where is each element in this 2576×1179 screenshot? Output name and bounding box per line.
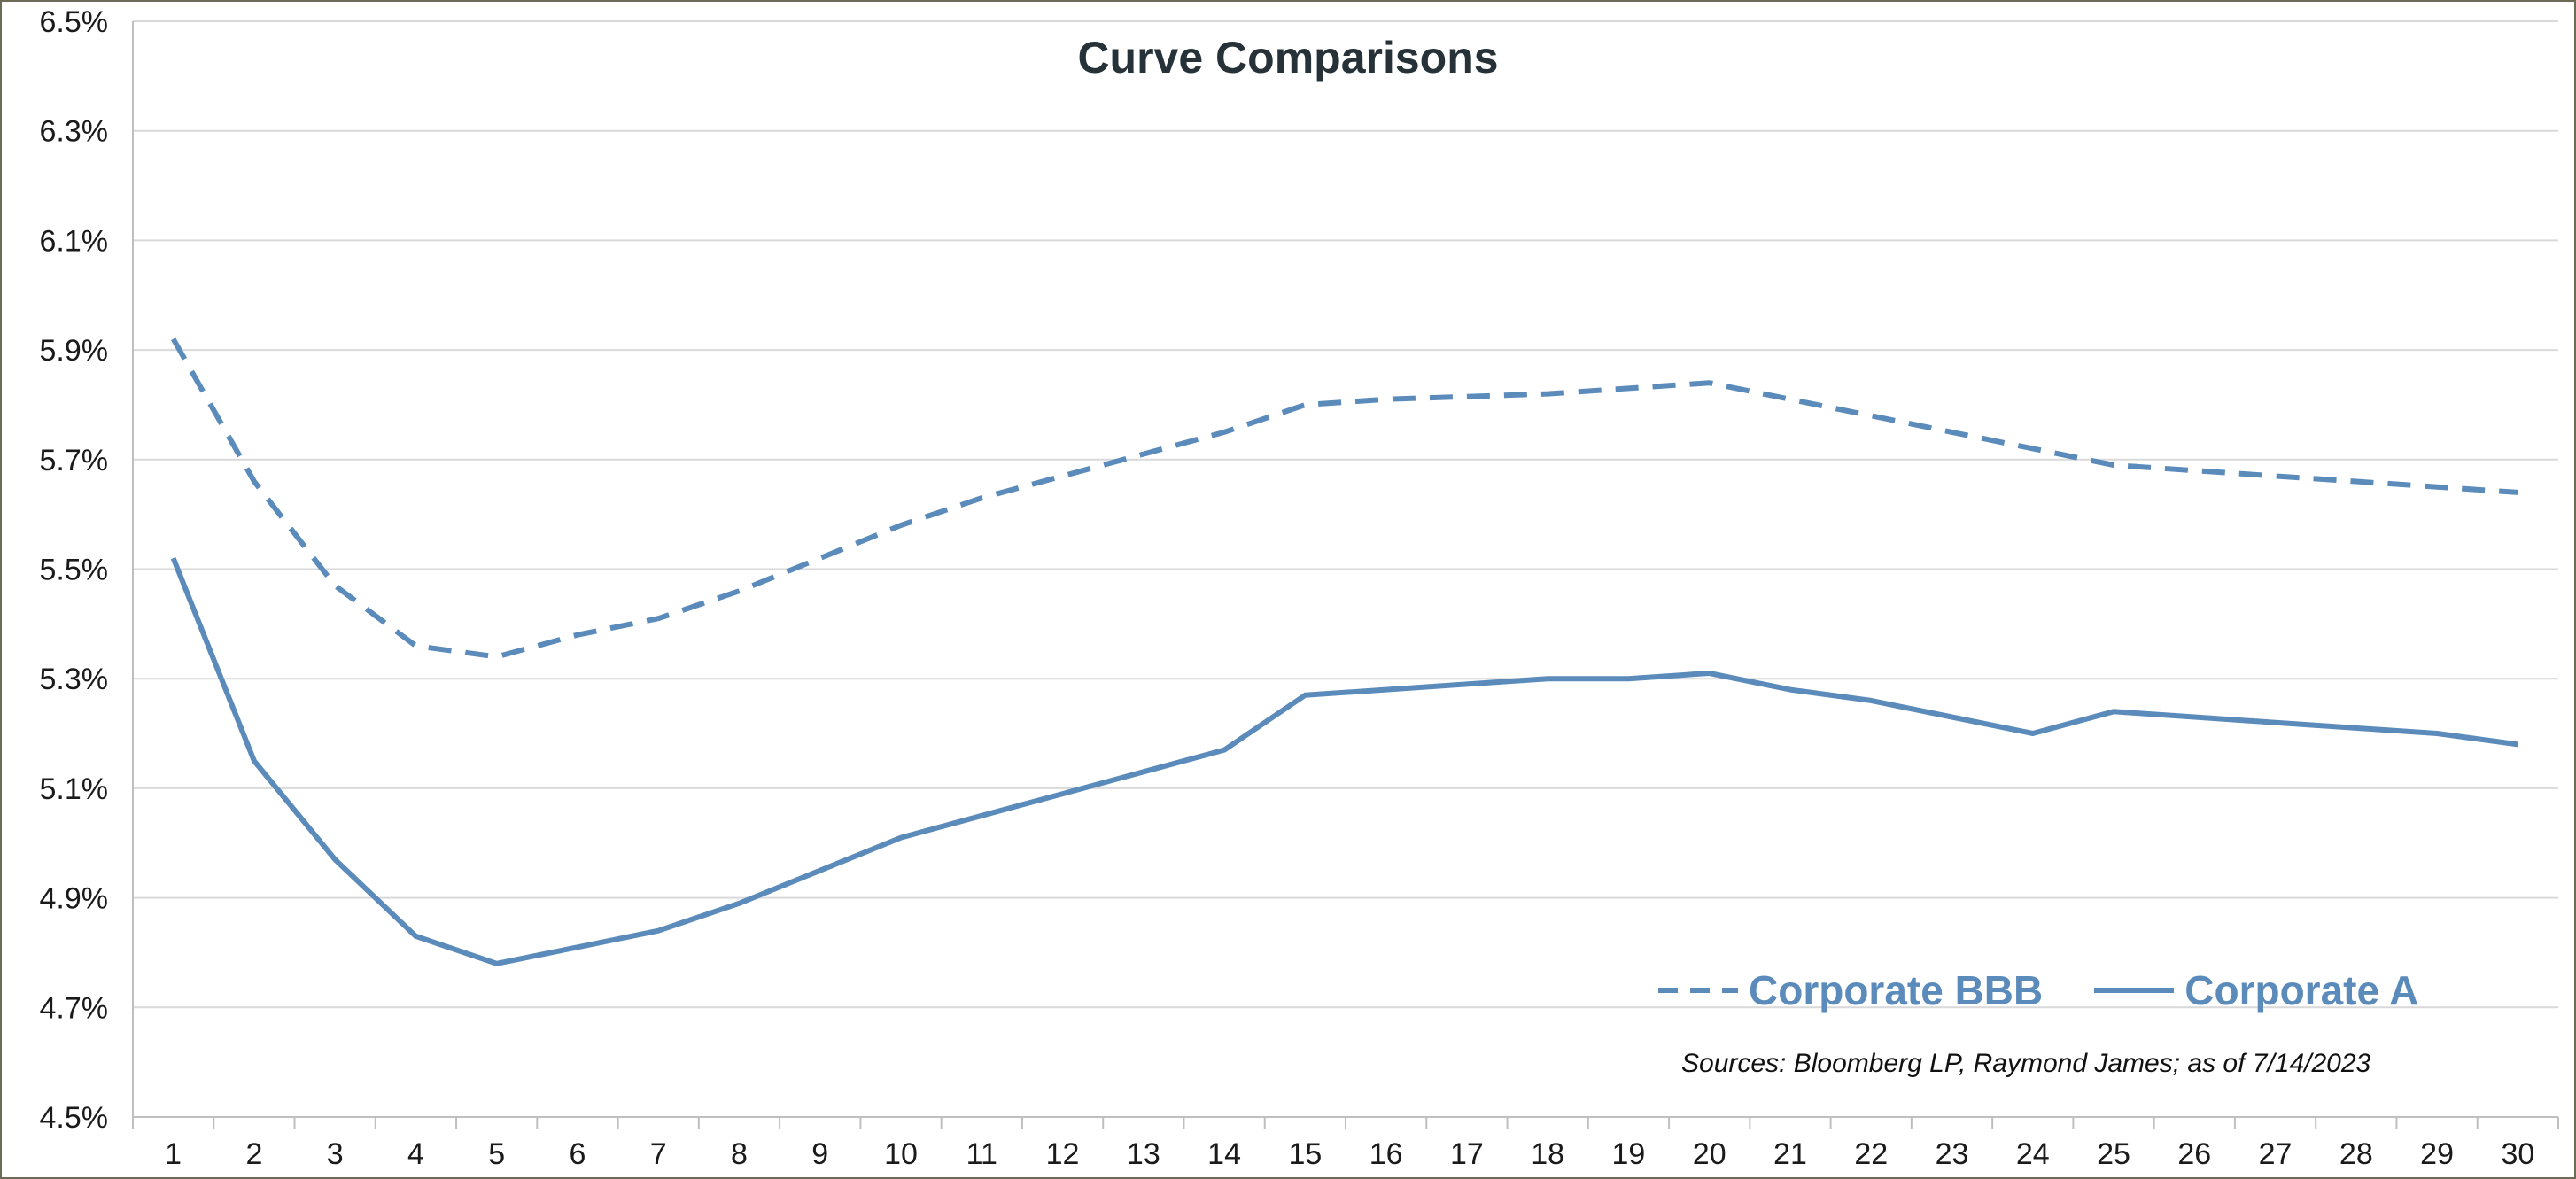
x-tick-label: 19 xyxy=(1612,1137,1646,1171)
y-tick-labels: 4.5% 4.7% 4.9% 5.1% 5.3% 5.5% 5.7% 5.9% 6.1% 6.3%… xyxy=(40,5,109,1135)
x-tick-label: 28 xyxy=(2339,1137,2373,1171)
legend-item-bbb: Corporate BBB xyxy=(1657,966,2043,1014)
legend-swatch-solid xyxy=(2094,988,2175,993)
y-tick-label: 5.1% xyxy=(40,772,109,806)
x-tick-label: 5 xyxy=(488,1137,505,1171)
legend-item-a: Corporate A xyxy=(2092,966,2418,1014)
x-tick-label: 3 xyxy=(327,1137,344,1171)
x-tick-labels: 1 2 3 4 5 6 7 8 9 10 11 12 13 14 15 16 17 18 19 20 21 22 23 24 2… xyxy=(165,1137,2534,1171)
x-tick-label: 26 xyxy=(2177,1137,2211,1171)
y-tick-label: 6.1% xyxy=(40,224,109,258)
y-tick-label: 5.3% xyxy=(40,663,109,696)
x-tick-label: 27 xyxy=(2259,1137,2293,1171)
x-tick-label: 11 xyxy=(966,1137,997,1171)
x-tick-label: 29 xyxy=(2420,1137,2454,1171)
y-tick-label: 4.5% xyxy=(40,1101,109,1135)
x-tick-label: 10 xyxy=(884,1137,918,1171)
legend-label-a: Corporate A xyxy=(2184,967,2419,1013)
y-tick-label: 4.9% xyxy=(40,882,109,916)
chart-title: Curve Comparisons xyxy=(1077,33,1499,82)
legend-swatch-dashed xyxy=(1658,988,1738,993)
x-tick-label: 18 xyxy=(1531,1137,1564,1171)
x-tick-label: 20 xyxy=(1693,1137,1726,1171)
y-tick-label: 5.5% xyxy=(40,554,109,587)
x-tick-label: 13 xyxy=(1127,1137,1160,1171)
x-tick-label: 25 xyxy=(2097,1137,2130,1171)
x-tick-label: 16 xyxy=(1369,1137,1403,1171)
series-line-corporate-bbb xyxy=(170,337,2518,660)
y-tick-label: 4.7% xyxy=(40,991,109,1025)
x-tick-label: 6 xyxy=(570,1137,586,1171)
x-tick-label: 9 xyxy=(811,1137,828,1171)
y-tick-label: 6.5% xyxy=(40,5,109,39)
y-tick-label: 5.7% xyxy=(40,444,109,477)
y-tick-label: 6.3% xyxy=(40,115,109,149)
chart-legend: Corporate BBB Corporate A xyxy=(1657,964,2468,1017)
x-tick-label: 14 xyxy=(1207,1137,1241,1171)
axes xyxy=(132,21,2559,1129)
x-tick-label: 22 xyxy=(1854,1137,1888,1171)
x-tick-label: 2 xyxy=(245,1137,262,1171)
x-tick-label: 8 xyxy=(731,1137,748,1171)
x-tick-label: 12 xyxy=(1046,1137,1080,1171)
x-tick-label: 24 xyxy=(2016,1137,2050,1171)
series-lines xyxy=(170,337,2518,966)
source-annotation: Sources: Bloomberg LP, Raymond James; as… xyxy=(1681,1049,2371,1078)
series-line-corporate-a xyxy=(170,556,2518,966)
x-tick-label: 17 xyxy=(1450,1137,1484,1171)
x-tick-label: 15 xyxy=(1288,1137,1322,1171)
x-tick-label: 23 xyxy=(1936,1137,1969,1171)
x-tick-label: 21 xyxy=(1773,1137,1807,1171)
x-tick-label: 7 xyxy=(650,1137,667,1171)
y-tick-label: 5.9% xyxy=(40,334,109,368)
x-tick-label: 30 xyxy=(2501,1137,2534,1171)
x-tick-label: 4 xyxy=(407,1137,424,1171)
legend-label-bbb: Corporate BBB xyxy=(1749,967,2044,1013)
gridlines xyxy=(133,20,2558,1009)
x-tick-label: 1 xyxy=(165,1137,182,1171)
